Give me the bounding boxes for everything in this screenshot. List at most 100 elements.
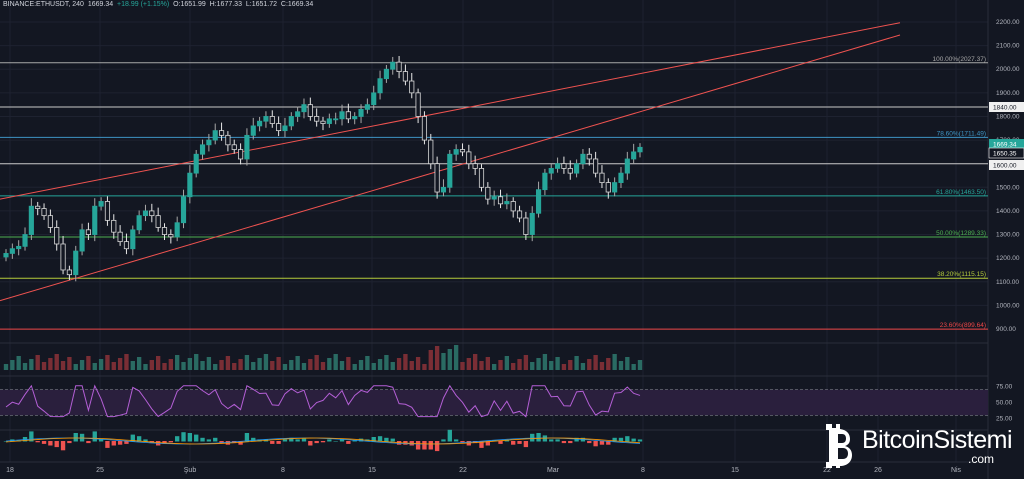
candle-body <box>510 201 516 212</box>
candle-body <box>364 104 370 110</box>
price-tick-label: 1400.00 <box>996 208 1020 215</box>
macd-histogram-bar <box>270 441 275 444</box>
volume-bar <box>301 363 307 370</box>
volume-bar <box>555 357 560 370</box>
macd-histogram-bar <box>162 441 167 444</box>
macd-histogram-bar <box>219 441 224 444</box>
time-tick-label: 8 <box>281 467 285 474</box>
volume-bar <box>225 356 231 370</box>
volume-bar <box>3 364 9 370</box>
volume-bar <box>428 350 433 370</box>
volume-bar <box>384 355 389 370</box>
last-price: 1669.34 <box>87 1 114 8</box>
candle-body <box>428 139 434 165</box>
candle-body <box>295 111 301 117</box>
macd-histogram-bar <box>130 434 135 442</box>
macd-histogram-bar <box>625 436 630 442</box>
volume-bar <box>257 358 262 370</box>
macd-histogram-bar <box>606 441 611 445</box>
rsi-line <box>5 384 641 418</box>
candle-body <box>516 210 523 219</box>
candle-body <box>352 116 358 120</box>
volume-bar <box>213 364 218 370</box>
volume-bar <box>251 362 256 370</box>
candle-body <box>269 116 275 124</box>
candle-body <box>586 153 592 160</box>
macd-histogram-bar <box>511 441 516 445</box>
price-axis[interactable]: 2200.002100.002000.001900.001800.001700.… <box>996 19 1020 333</box>
macd-histogram-bar <box>327 439 332 442</box>
volume-bar <box>542 354 548 370</box>
candle-body <box>459 149 466 153</box>
time-axis[interactable]: 18 25 Şub 8 15 22 Mar 8 15 22 26 Nis <box>6 467 961 474</box>
candle-body <box>98 201 104 207</box>
symbol-header: BINANCE:ETHUSDT, 240 1669.34 +18.99 (+1.… <box>3 1 313 8</box>
candle-body <box>60 243 66 271</box>
volume-bar <box>396 358 402 370</box>
time-tick-label: Şub <box>184 467 197 474</box>
candle-body <box>263 116 269 122</box>
volume-bar <box>346 357 351 370</box>
candle-body <box>472 163 478 169</box>
volume-bar <box>314 355 319 370</box>
time-tick-label: 25 <box>96 467 104 474</box>
macd-histogram-bar <box>415 441 421 450</box>
volume-bar <box>574 356 579 370</box>
candle-body <box>22 234 28 247</box>
volume-bar <box>485 357 491 370</box>
candle-body <box>599 172 605 183</box>
candle-body <box>212 130 218 141</box>
macd-histogram-bar <box>422 441 427 450</box>
time-tick-label: 8 <box>641 467 645 474</box>
volume-bar <box>593 355 598 370</box>
candle-body <box>523 217 529 235</box>
rsi-band <box>0 389 988 416</box>
fib-label: 23.60%(899.64) <box>940 322 986 329</box>
macd-signal-line <box>5 437 641 445</box>
candle-body <box>478 168 485 188</box>
volume-bar <box>403 354 408 370</box>
volume-bar <box>587 359 592 370</box>
price-tag <box>989 160 1024 170</box>
volume-bar <box>422 364 427 370</box>
candle-body <box>561 163 567 169</box>
macd-histogram-bar <box>244 433 250 442</box>
volume-bar <box>22 363 28 370</box>
macd-histogram-bar <box>206 439 212 442</box>
candle-body <box>548 168 554 174</box>
candle-body <box>130 229 136 250</box>
macd-histogram-bar <box>447 429 452 442</box>
volume-bar <box>54 354 59 370</box>
volume-bar <box>282 364 288 370</box>
volume-bar <box>143 364 148 370</box>
candle-body <box>149 210 155 217</box>
volume-bar <box>339 361 345 370</box>
volume-bar <box>466 358 471 370</box>
volume-bar <box>327 358 332 370</box>
volume-bar <box>181 362 186 370</box>
price-change: +18.99 (+1.15%) <box>117 1 170 8</box>
macd-histogram-bar <box>238 441 243 445</box>
macd-histogram-bar <box>200 437 205 442</box>
macd-histogram-bar <box>308 441 313 446</box>
volume-bar <box>175 355 180 370</box>
macd-histogram-bar <box>352 440 357 442</box>
volume-bar <box>244 355 250 370</box>
candle-body <box>73 250 79 276</box>
candle-body <box>402 71 408 82</box>
price-tag <box>988 147 1024 159</box>
candle-body <box>244 134 250 160</box>
rsi-tick-label: 25.00 <box>996 416 1013 423</box>
macd-histogram-bar <box>555 439 560 442</box>
candle-body <box>624 158 630 174</box>
volume-bar <box>625 357 630 370</box>
candle-body <box>28 205 34 235</box>
rsi-pane: 75.00 50.00 25.00 <box>0 383 1013 423</box>
volume-bar <box>523 355 529 370</box>
time-tick-label: 15 <box>731 467 739 474</box>
volume-bar <box>568 360 573 370</box>
candle-body <box>529 212 535 235</box>
candle-body <box>415 92 421 117</box>
macd-histogram-bar <box>377 436 383 442</box>
